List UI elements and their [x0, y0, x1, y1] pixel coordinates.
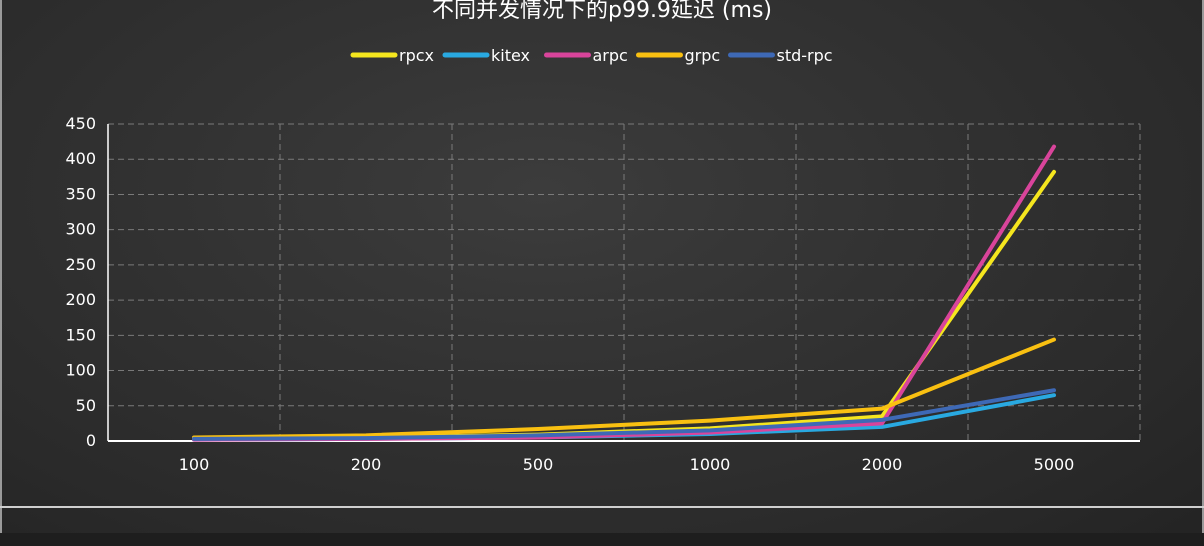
legend-label: rpcx [399, 46, 434, 65]
legend-label: std-rpc [777, 46, 833, 65]
legend-item-arpc[interactable]: arpc [544, 46, 628, 65]
y-tick-label: 50 [76, 396, 96, 415]
legend: rpcx kitex arpc grpc std-rpc [350, 46, 833, 65]
y-tick-label: 250 [65, 255, 96, 274]
latency-chart: rpcx kitex arpc grpc std-rpc 0 50 100 150 200 250… [65, 46, 1141, 474]
legend-label: arpc [593, 46, 628, 65]
x-tick-label: 1000 [690, 455, 731, 474]
x-tick-label: 2000 [862, 455, 903, 474]
series-line-grpc [192, 337, 1056, 440]
y-tick-label: 450 [65, 114, 96, 133]
y-tick-label: 400 [65, 149, 96, 168]
frame-right-border [1202, 0, 1204, 546]
legend-label: grpc [685, 46, 721, 65]
y-tick-label: 0 [86, 431, 96, 450]
y-tick-label: 300 [65, 220, 96, 239]
legend-item-std-rpc[interactable]: std-rpc [728, 46, 833, 65]
frame-bottom-border [0, 506, 1204, 508]
frame-bottom-strip [0, 533, 1204, 546]
x-axis: 100 200 500 1000 2000 5000 [108, 440, 1140, 474]
y-tick-label: 350 [65, 184, 96, 203]
frame-left-border [0, 0, 2, 546]
x-tick-label: 5000 [1034, 455, 1075, 474]
legend-label: kitex [491, 46, 530, 65]
y-axis: 0 50 100 150 200 250 300 350 400 450 [65, 114, 109, 450]
y-tick-label: 150 [65, 325, 96, 344]
legend-item-rpcx[interactable]: rpcx [350, 46, 434, 65]
legend-item-kitex[interactable]: kitex [442, 46, 530, 65]
x-tick-label: 200 [351, 455, 382, 474]
y-tick-label: 100 [65, 361, 96, 380]
x-tick-label: 500 [523, 455, 554, 474]
series-line-std-rpc [192, 388, 1056, 441]
y-tick-label: 200 [65, 290, 96, 309]
x-tick-label: 100 [179, 455, 210, 474]
chart-title: 不同并发情况下的p99.9延迟 (ms) [431, 0, 772, 23]
legend-item-grpc[interactable]: grpc [636, 46, 721, 65]
grid [108, 123, 1141, 441]
series-lines [192, 144, 1056, 442]
